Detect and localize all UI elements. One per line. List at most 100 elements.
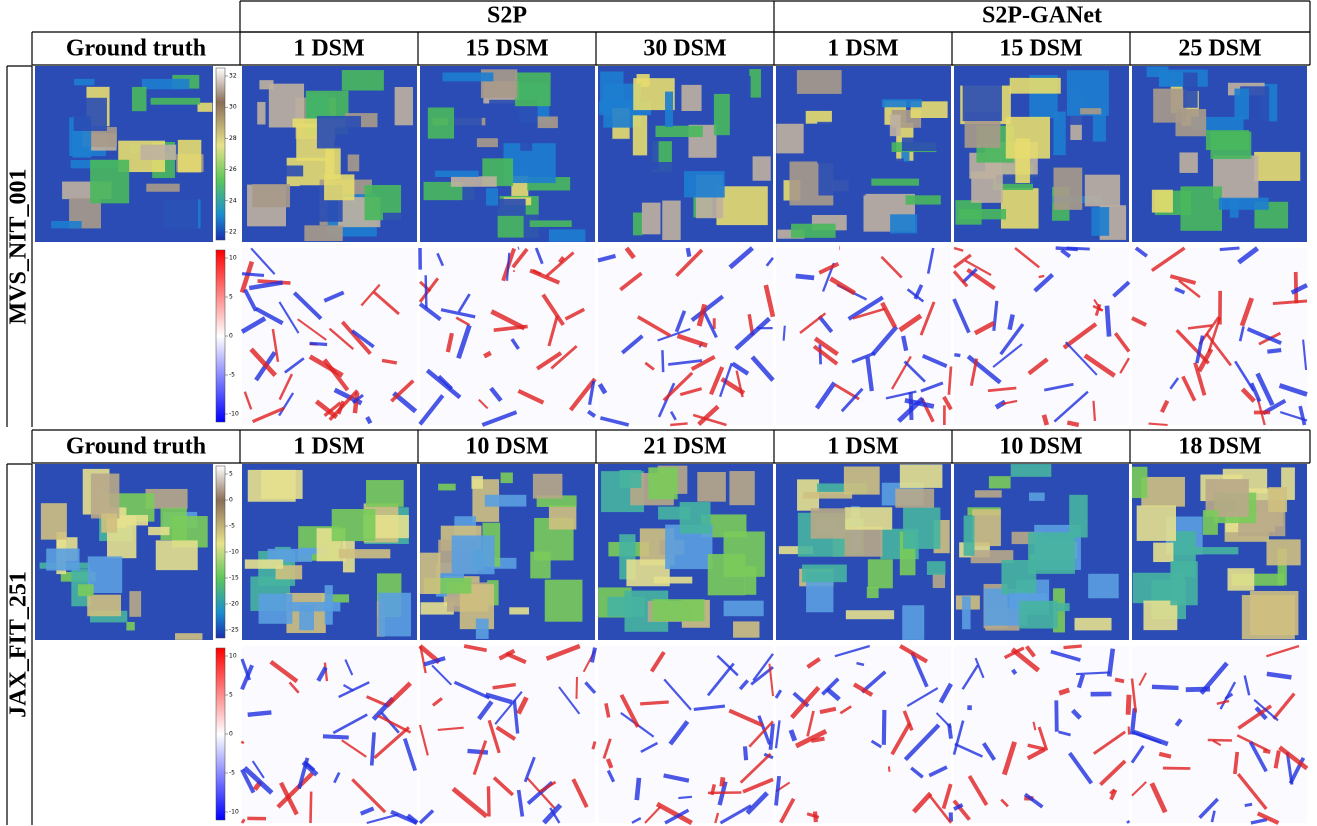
row-label: JAX_FIT_251 (6, 571, 32, 718)
error-stroke (911, 392, 912, 420)
error-stroke (770, 724, 773, 750)
error-stroke (242, 274, 264, 276)
height-patch (257, 102, 265, 125)
height-patch (1266, 539, 1300, 565)
error-stroke (1235, 752, 1237, 774)
error-stroke (513, 271, 515, 272)
height-patch (1029, 493, 1045, 501)
error-stroke (1115, 679, 1124, 681)
error-stroke (1132, 708, 1135, 734)
height-patch (906, 195, 941, 204)
height-patch (1006, 117, 1050, 159)
height-patch (1250, 591, 1298, 635)
colorbar-tick-label: 28 (229, 135, 237, 142)
height-patch (1141, 477, 1185, 507)
height-patch (681, 85, 701, 111)
height-patch (779, 99, 793, 118)
height-patch (395, 87, 413, 125)
height-patch (611, 160, 651, 196)
height-patch (1152, 190, 1173, 213)
colorbar-tick-label: 10 (229, 255, 237, 262)
height-patch (871, 179, 919, 186)
height-patch (51, 221, 81, 228)
height-patch (530, 220, 572, 227)
height-patch (248, 470, 296, 502)
height-patch (78, 584, 94, 596)
error-stroke (954, 355, 960, 356)
height-patch (545, 580, 583, 622)
height-patch (317, 116, 361, 148)
column-header: 10 DSM (999, 434, 1082, 460)
error-stroke (662, 350, 663, 372)
height-patch (485, 495, 527, 507)
colorbar-tick-label: -10 (229, 411, 239, 418)
height-patch (811, 508, 846, 538)
colorbar-tick-label: -5 (229, 770, 235, 777)
height-patch (477, 138, 498, 147)
height-patch (496, 199, 525, 216)
height-patch (791, 224, 836, 238)
height-patch (471, 476, 482, 489)
height-patch (1219, 198, 1269, 210)
height-patch (1056, 603, 1070, 611)
height-patch (332, 509, 376, 541)
height-patch (846, 610, 894, 619)
height-patch (501, 472, 513, 483)
colorbar-tick-label: 5 (229, 294, 233, 301)
error-stroke (1159, 754, 1171, 757)
height-patch (1228, 568, 1255, 590)
height-patch (1011, 464, 1052, 477)
colorbar-tick-label: -5 (229, 372, 235, 379)
colorbar-tick-label: 32 (229, 73, 237, 80)
height-patch (1254, 152, 1300, 181)
error-stroke (640, 702, 669, 704)
height-patch (933, 573, 945, 588)
height-patch (652, 599, 704, 621)
height-patch (272, 166, 303, 177)
height-patch (971, 171, 1003, 202)
height-patch (845, 507, 892, 529)
height-patch (749, 69, 761, 98)
error-stroke (1263, 751, 1270, 752)
height-patch (818, 153, 865, 196)
height-patch (304, 225, 342, 241)
error-stroke (1220, 248, 1240, 250)
height-patch (476, 619, 489, 639)
height-patch (151, 98, 200, 105)
error-stroke (1044, 415, 1047, 425)
column-header: 1 DSM (827, 434, 898, 460)
height-patch (533, 474, 562, 499)
height-patch (607, 597, 644, 617)
row-label: MVS_NIT_001 (6, 168, 32, 324)
error-stroke (903, 336, 906, 351)
height-patch (806, 111, 832, 124)
height-patch (140, 145, 176, 160)
colorbar-tick-label: 0 (229, 731, 233, 738)
height-patch (989, 476, 1011, 488)
error-stroke (1128, 695, 1129, 715)
height-patch (126, 622, 134, 630)
height-patch (1054, 168, 1083, 210)
height-patch (530, 552, 550, 579)
error-map (954, 248, 1129, 425)
height-patch (844, 466, 880, 494)
height-patch (35, 203, 48, 229)
height-patch (742, 126, 752, 165)
height-patch (549, 229, 585, 241)
error-stroke (1149, 424, 1168, 425)
colorbar-tick-label: 24 (229, 197, 237, 204)
height-patch (132, 87, 146, 111)
error-stroke (310, 343, 328, 344)
height-patch (902, 605, 924, 640)
height-patch (633, 115, 647, 155)
error-stroke (367, 417, 370, 423)
error-stroke (1093, 401, 1094, 421)
height-patch (1187, 547, 1238, 554)
height-patch (729, 471, 754, 505)
height-patch (1088, 574, 1119, 598)
height-patch (245, 559, 283, 568)
error-stroke (372, 732, 374, 765)
error-stroke (468, 751, 488, 753)
colorbar-tick-label: -15 (229, 575, 239, 582)
column-header: 1 DSM (293, 36, 364, 62)
